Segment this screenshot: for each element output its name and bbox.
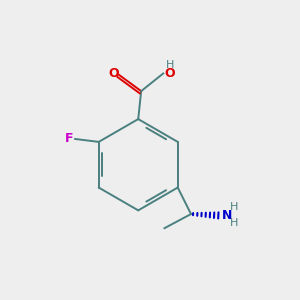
Text: H: H bbox=[230, 202, 238, 212]
Text: F: F bbox=[65, 132, 74, 145]
Text: O: O bbox=[164, 67, 175, 80]
Text: H: H bbox=[166, 60, 174, 70]
Text: N: N bbox=[222, 209, 232, 222]
Text: H: H bbox=[230, 218, 238, 228]
Text: O: O bbox=[109, 67, 119, 80]
